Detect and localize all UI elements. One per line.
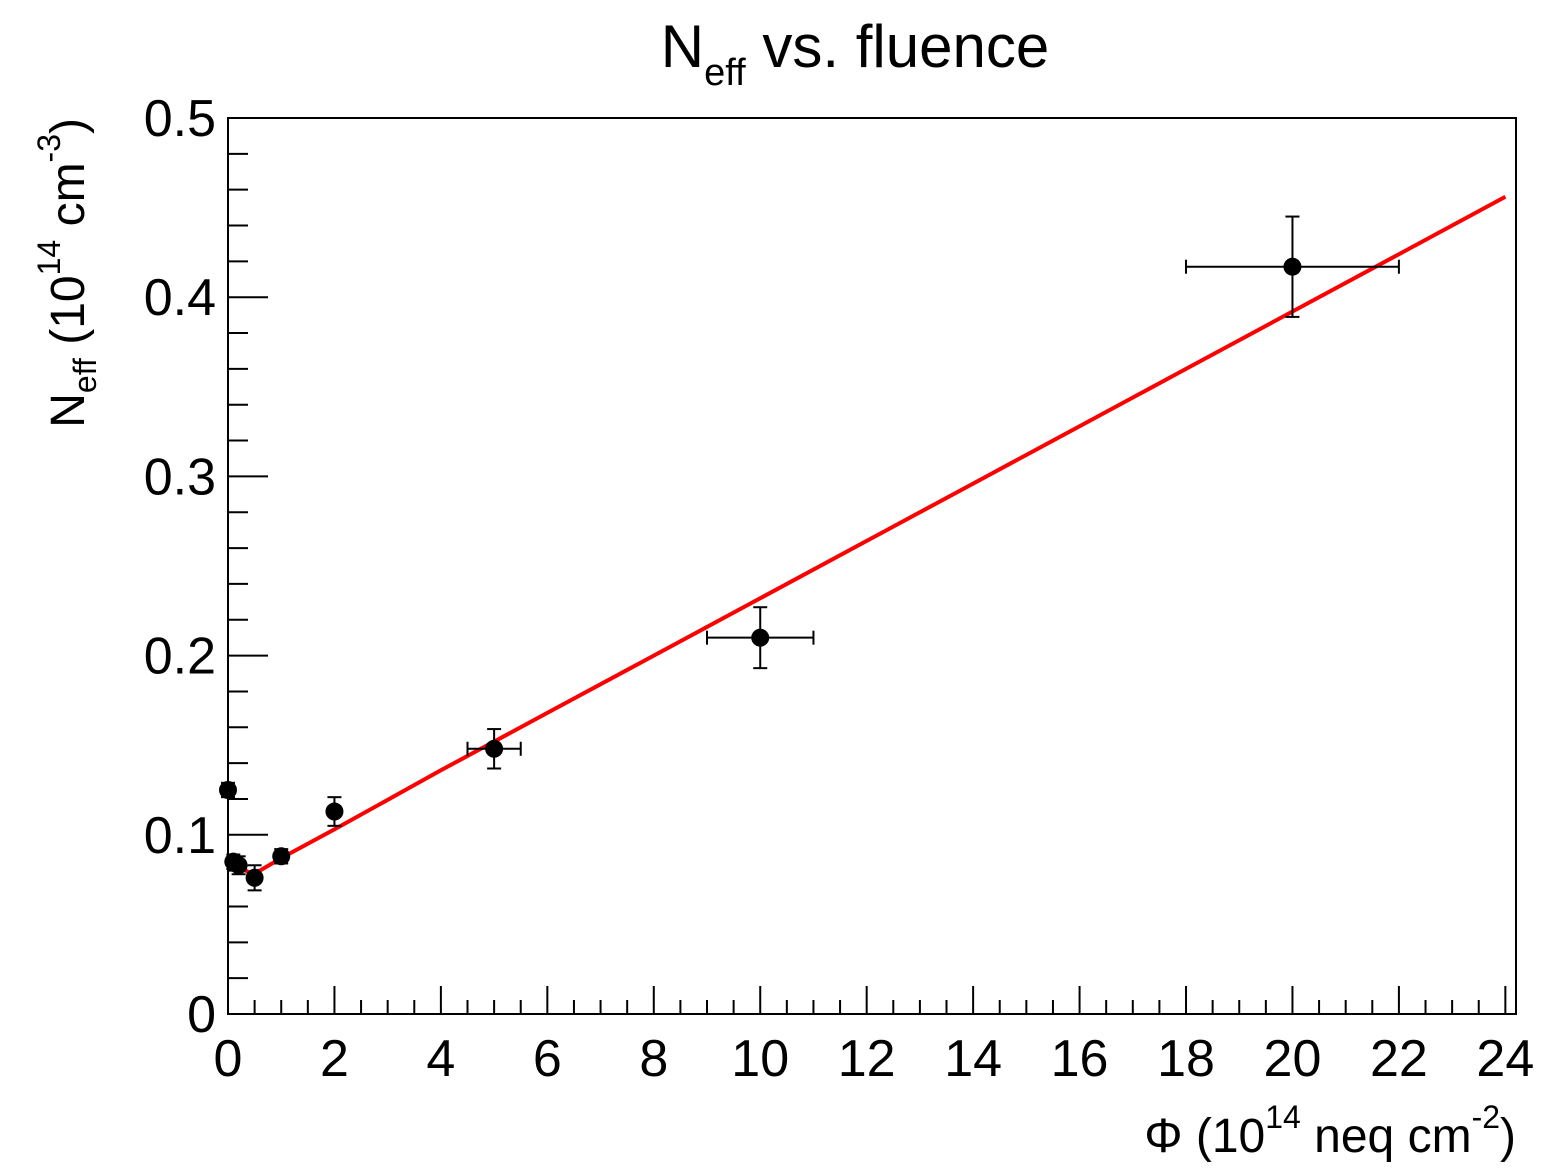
y-tick-label: 0.5 <box>144 90 216 148</box>
x-tick-label: 22 <box>1370 1030 1428 1088</box>
marker <box>219 781 237 799</box>
x-tick-label: 6 <box>533 1030 562 1088</box>
marker <box>325 802 344 821</box>
marker <box>751 628 770 647</box>
x-axis-title-post: ) <box>1500 1110 1516 1163</box>
title-rest: vs. fluence <box>746 13 1050 80</box>
x-tick-label: 16 <box>1051 1030 1109 1088</box>
data-points <box>219 215 1400 892</box>
data-point <box>466 728 522 770</box>
x-tick-label: 18 <box>1157 1030 1215 1088</box>
y-axis-title-sub: eff <box>67 358 103 393</box>
y-axis-title-main: N <box>42 393 95 428</box>
y-tick-label: 0.4 <box>144 269 216 327</box>
marker <box>485 739 504 758</box>
x-axis-title: Φ (1014 neq cm-2) <box>1144 1099 1516 1163</box>
data-point <box>245 864 264 892</box>
y-tick-labels: 0 0.1 0.2 0.3 0.4 0.5 <box>144 90 216 1044</box>
fit-line <box>237 195 1507 875</box>
data-point <box>706 606 815 670</box>
y-axis-title-post: ) <box>42 118 95 134</box>
marker <box>229 856 248 875</box>
data-point <box>325 796 344 827</box>
x-axis-title-pre: Φ (10 <box>1144 1110 1265 1163</box>
x-tick-label: 20 <box>1264 1030 1322 1088</box>
y-tick-label: 0 <box>187 986 216 1044</box>
x-tick-label: 0 <box>214 1030 243 1088</box>
y-tick-label: 0.2 <box>144 628 216 686</box>
y-tick-label: 0.1 <box>144 807 216 865</box>
x-tick-label: 8 <box>639 1030 668 1088</box>
x-tick-label: 24 <box>1476 1030 1534 1088</box>
marker <box>272 847 291 866</box>
y-axis-title: Neff (1014 cm-3) <box>31 118 103 428</box>
y-axis-title-sup2: -3 <box>31 134 67 162</box>
y-axis-title-mid2: cm <box>42 162 95 239</box>
y-axis-title-sup: 14 <box>31 240 67 276</box>
marker <box>1283 257 1302 276</box>
data-point <box>272 847 291 866</box>
x-tick-label: 10 <box>731 1030 789 1088</box>
x-tick-label: 12 <box>838 1030 896 1088</box>
plot-frame <box>227 117 1517 1015</box>
y-tick-label: 0.3 <box>144 448 216 506</box>
title-subscript: eff <box>704 52 746 94</box>
y-axis-title-mid: (10 <box>42 275 95 358</box>
x-tick-label: 4 <box>426 1030 455 1088</box>
axis-ticks <box>227 117 1507 1015</box>
x-axis-title-mid: neq cm <box>1301 1110 1472 1163</box>
data-point <box>1185 215 1400 318</box>
data-point <box>229 855 248 876</box>
x-tick-labels: 0 2 4 6 8 10 12 14 16 18 20 22 24 <box>214 1030 1535 1088</box>
x-axis-title-sup2: -2 <box>1472 1099 1500 1135</box>
x-axis-title-sup: 14 <box>1265 1099 1301 1135</box>
marker <box>245 868 264 887</box>
x-tick-label: 14 <box>944 1030 1002 1088</box>
x-tick-label: 2 <box>320 1030 349 1088</box>
data-point <box>219 781 237 799</box>
chart-title: Neff vs. fluence <box>661 13 1049 94</box>
title-main: N <box>661 13 704 80</box>
